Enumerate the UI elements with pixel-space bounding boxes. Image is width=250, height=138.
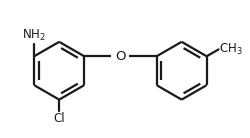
Text: Cl: Cl [53, 112, 65, 125]
Text: O: O [115, 50, 126, 63]
Text: NH$_2$: NH$_2$ [22, 28, 46, 43]
Text: CH$_3$: CH$_3$ [219, 42, 243, 57]
